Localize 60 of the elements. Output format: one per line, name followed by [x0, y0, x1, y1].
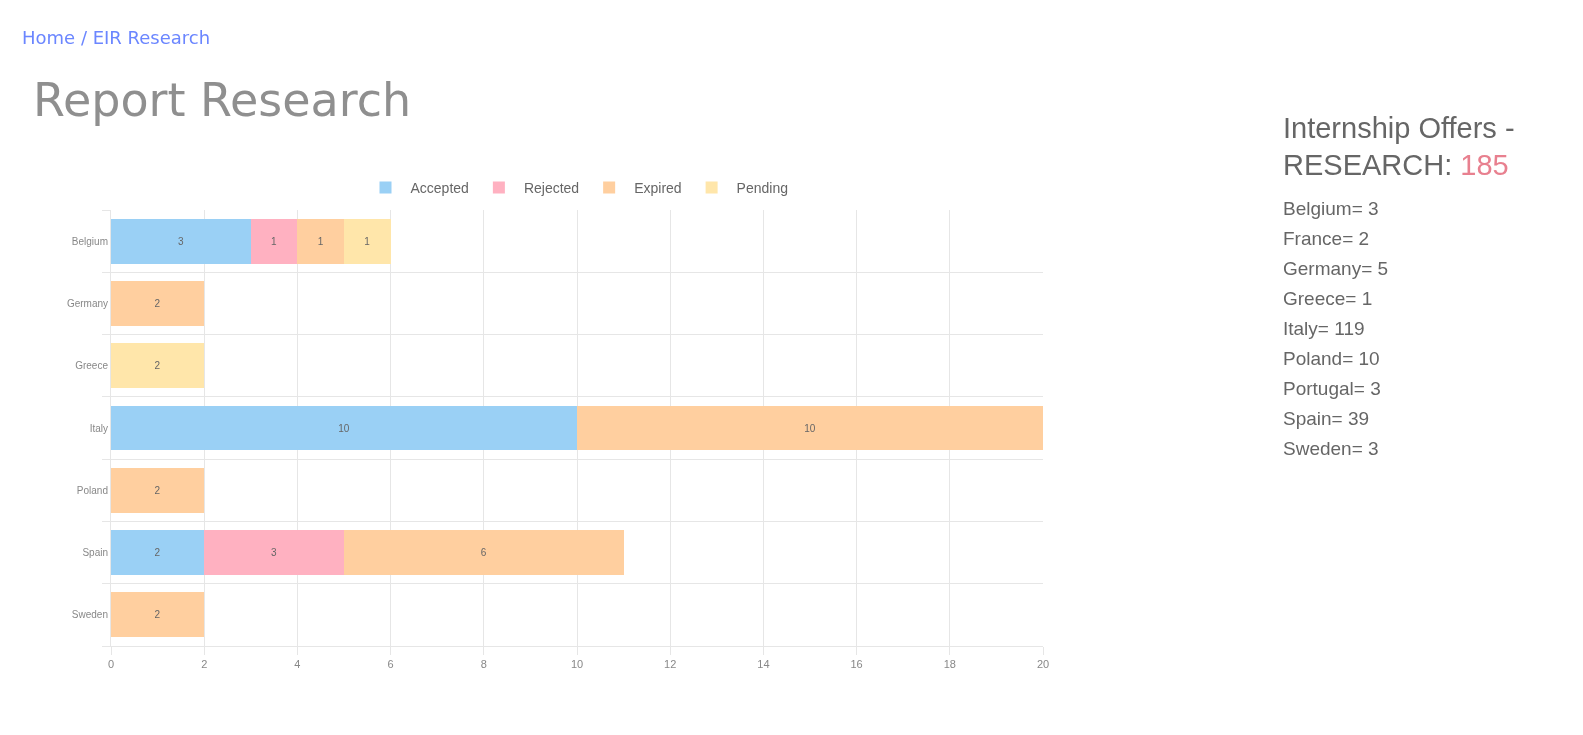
x-tick-label: 20 — [1036, 658, 1050, 671]
bar — [111, 281, 205, 326]
bar — [111, 343, 205, 389]
x-tick-label: 16 — [850, 658, 863, 671]
data-label: 6 — [480, 547, 487, 559]
text: France= 2 — [1283, 227, 1371, 251]
y-tick-label: Poland — [76, 484, 108, 496]
text: Spain= 39 — [1283, 407, 1371, 431]
data-label: 2 — [154, 360, 161, 372]
bar — [250, 218, 298, 264]
text: Germany= 5 — [1283, 257, 1390, 281]
data-label: 1 — [271, 235, 278, 247]
y-tick-label: Belgium — [71, 235, 108, 247]
data-label: 2 — [154, 297, 161, 309]
text: Portugal= 3 — [1283, 377, 1382, 401]
text: Greece= 1 — [1283, 287, 1374, 311]
y-tick-label: Sweden — [71, 609, 108, 621]
data-label: 2 — [154, 609, 161, 621]
x-tick-label: 6 — [387, 658, 394, 671]
text: Internship Offers - RESEARCH: 185 — [1283, 111, 1516, 183]
x-tick-label: 8 — [480, 658, 487, 671]
data-label: 2 — [154, 484, 161, 496]
bar — [111, 405, 577, 451]
legend-label: Pending — [736, 180, 788, 197]
bar — [344, 218, 391, 264]
bar — [204, 530, 344, 575]
legend-label: Expired — [634, 180, 682, 197]
data-label: 2 — [154, 547, 161, 559]
data-label: 10 — [338, 422, 350, 434]
bar — [111, 218, 251, 264]
x-tick-label: 4 — [294, 658, 301, 671]
x-tick-label: 0 — [107, 658, 115, 671]
bar — [577, 405, 1043, 451]
y-tick-label: Germany — [66, 297, 108, 309]
y-tick-label: Italy — [89, 422, 108, 434]
x-tick-label: 2 — [201, 658, 208, 671]
text: Poland= 10 — [1283, 347, 1381, 371]
x-tick-label: 10 — [570, 658, 584, 671]
data-label: 3 — [177, 235, 184, 247]
data-label: 1 — [317, 235, 324, 247]
x-tick-label: 12 — [664, 658, 677, 671]
chart-title: Report Research — [33, 73, 412, 128]
y-tick-label: Greece — [75, 360, 109, 372]
bar — [297, 218, 344, 264]
bar — [111, 530, 205, 575]
legend-label: Accepted — [410, 180, 469, 197]
y-tick-label: Spain — [82, 547, 108, 559]
bar — [344, 530, 624, 575]
text: Belgium= 3 — [1283, 197, 1380, 221]
x-tick-label: 18 — [943, 658, 956, 671]
data-label: 10 — [804, 422, 816, 434]
text: Italy= 119 — [1283, 317, 1366, 341]
bar — [111, 467, 205, 513]
data-label: 3 — [271, 547, 278, 559]
data-label: 1 — [364, 235, 371, 247]
text: Home / EIR Research — [22, 27, 211, 48]
bar — [111, 592, 205, 638]
legend-label: Rejected — [523, 180, 580, 197]
x-tick-label: 14 — [757, 658, 770, 671]
text: Sweden= 3 — [1283, 437, 1380, 461]
